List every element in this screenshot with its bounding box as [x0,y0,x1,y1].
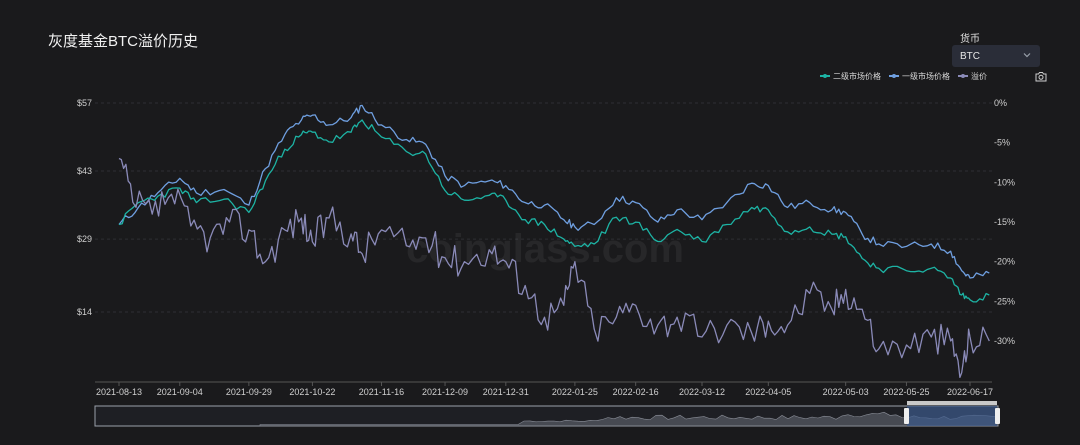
x-tick-label: 2022-05-03 [823,387,869,397]
legend-item-premium[interactable]: 溢价 [958,71,987,82]
y-tick-right: 0% [994,98,1007,108]
navigator-handle-right [995,408,1000,424]
legend-swatch-secondary [820,73,830,78]
legend-item-secondary[interactable]: 二级市场价格 [820,71,881,82]
legend-item-primary[interactable]: 一级市场价格 [889,71,950,82]
y-tick-right: -25% [994,296,1015,306]
camera-icon[interactable] [1035,69,1047,87]
legend-label-primary: 一级市场价格 [902,71,950,81]
y-tick-left: $57 [77,98,92,108]
y-axis-left: $57 $43 $29 $14 [77,98,92,317]
watermark: coinglass.com [406,227,684,271]
x-tick-label: 2021-09-29 [226,387,272,397]
y-tick-right: -20% [994,257,1015,267]
navigator-handle-left [904,408,909,424]
y-tick-right: -30% [994,336,1015,346]
series-line-primary [118,104,990,279]
x-tick-label: 2022-05-25 [883,387,929,397]
currency-select[interactable]: BTC [952,45,1040,67]
currency-label: 货币 [960,34,980,45]
y-tick-right: -15% [994,217,1015,227]
y-axis-right: 0% -5% -10% -15% -20% -25% -30% [994,98,1015,346]
x-tick-label: 2022-01-25 [552,387,598,397]
y-tick-right: -5% [994,138,1010,148]
series-line-premium [118,157,990,379]
x-tick-label: 2021-08-13 [96,387,142,397]
chevron-down-icon [1022,47,1032,65]
x-tick-label: 2022-06-17 [947,387,993,397]
grid-layer [95,102,992,383]
series-layer [118,104,990,379]
navigator-selection [907,406,997,426]
navigator-area [259,411,999,427]
y-tick-left: $14 [77,307,92,317]
legend-label-secondary: 二级市场价格 [833,71,881,81]
x-axis: 2021-08-13 2021-09-04 2021-09-29 2021-10-22… [96,382,993,397]
x-tick-label: 2022-02-16 [613,387,659,397]
y-tick-left: $43 [77,166,92,176]
y-tick-left: $29 [77,234,92,244]
navigator-scrollbar [907,401,997,405]
series-line-secondary [118,119,990,303]
x-tick-label: 2021-09-04 [157,387,203,397]
x-tick-label: 2022-03-12 [679,387,725,397]
x-tick-label: 2021-12-09 [422,387,468,397]
y-tick-right: -10% [994,177,1015,187]
legend-swatch-premium [958,73,968,78]
legend-swatch-primary [889,73,899,78]
chart-legend: 二级市场价格 一级市场价格 溢价 [820,70,987,82]
x-tick-label: 2021-10-22 [289,387,335,397]
x-tick-label: 2022-04-05 [745,387,791,397]
x-tick-label: 2021-12-31 [483,387,529,397]
legend-label-premium: 溢价 [971,71,987,81]
currency-selected-value: BTC [960,50,980,62]
chart-title: 灰度基金BTC溢价历史 [48,33,199,50]
x-tick-label: 2021-11-16 [359,387,404,397]
navigator [94,401,1000,427]
